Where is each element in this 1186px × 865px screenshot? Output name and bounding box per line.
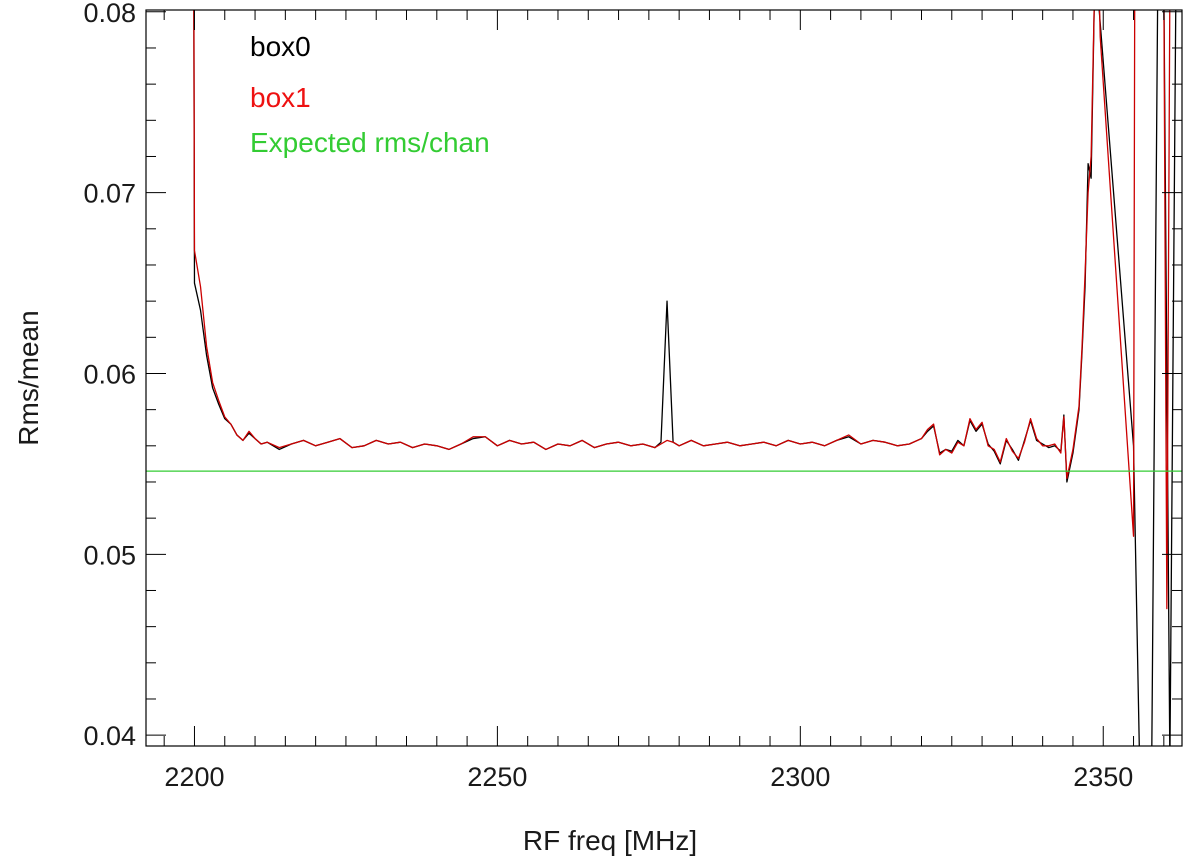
y-tick-label: 0.05 — [83, 540, 136, 570]
series-line-2 — [193, 10, 1171, 610]
legend-entry-expected-rms: Expected rms/chan — [250, 127, 490, 158]
legend: box0 box1 Expected rms/chan — [250, 31, 490, 158]
x-axis-title: RF freq [MHz] — [523, 825, 697, 856]
legend-entry-box1: box1 — [250, 82, 311, 113]
plot-area — [146, 10, 1182, 746]
y-tick-label: 0.07 — [83, 179, 136, 209]
legend-entry-box0: box0 — [250, 31, 311, 62]
series-line-1 — [193, 10, 1177, 746]
x-tick-label: 2350 — [1073, 762, 1133, 792]
axis-tick-labels: 2200 2250 2300 2350 0.04 0.05 0.06 0.07 0.08 — [83, 0, 1133, 792]
x-tick-label: 2250 — [467, 762, 527, 792]
y-tick-label: 0.04 — [83, 721, 136, 751]
plot-frame — [145, 9, 1183, 747]
x-tick-label: 2200 — [164, 762, 224, 792]
y-tick-label: 0.06 — [83, 359, 136, 389]
x-tick-label: 2300 — [770, 762, 830, 792]
y-axis-title: Rms/mean — [13, 310, 44, 445]
axis-ticks — [146, 10, 1182, 746]
y-tick-label: 0.08 — [83, 0, 136, 28]
